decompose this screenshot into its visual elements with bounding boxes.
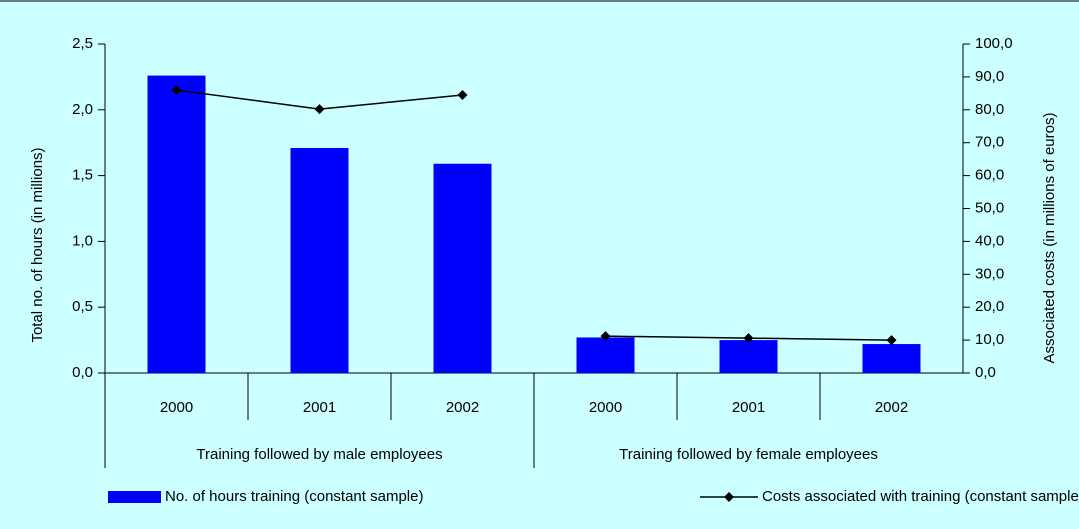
y-tick-label: 1,5: [72, 167, 93, 184]
y2-tick-label: 90,0: [975, 68, 1004, 85]
legend-label: Costs associated with training (constant…: [762, 488, 1079, 505]
bar: [290, 147, 349, 373]
y2-tick-label: 80,0: [975, 101, 1004, 118]
bar: [433, 163, 492, 373]
bar: [576, 337, 635, 373]
line-marker: [314, 104, 325, 115]
y2-axis-title: Associated costs (in millions of euros): [1041, 113, 1058, 364]
line-marker: [743, 333, 754, 344]
bar: [719, 340, 778, 373]
y2-tick-label: 30,0: [975, 265, 1004, 282]
line-marker: [457, 89, 468, 100]
legend-marker: [724, 492, 734, 502]
y-tick-label: 2,0: [72, 101, 93, 118]
x-tick-label: 2002: [446, 399, 479, 416]
y2-tick-label: 0,0: [975, 364, 996, 381]
x-tick-label: 2001: [732, 399, 765, 416]
y2-tick-label: 100,0: [975, 35, 1013, 52]
y2-tick-label: 20,0: [975, 298, 1004, 315]
line-marker: [886, 335, 897, 346]
y2-tick-label: 50,0: [975, 199, 1004, 216]
bar: [147, 75, 206, 374]
y-tick-label: 1,0: [72, 232, 93, 249]
x-tick-label: 2001: [303, 399, 336, 416]
legend-swatch: [108, 491, 161, 503]
bar: [862, 344, 921, 373]
y-axis-title: Total no. of hours (in millions): [29, 147, 46, 342]
y2-tick-label: 40,0: [975, 232, 1004, 249]
y-tick-label: 0,0: [72, 364, 93, 381]
legend-label: No. of hours training (constant sample): [165, 488, 423, 505]
line-marker: [600, 331, 611, 342]
group-label: Training followed by female employees: [619, 446, 878, 463]
line-marker: [171, 85, 182, 96]
y2-tick-label: 70,0: [975, 134, 1004, 151]
x-tick-label: 2000: [160, 399, 193, 416]
y-tick-label: 0,5: [72, 298, 93, 315]
y2-tick-label: 60,0: [975, 167, 1004, 184]
group-label: Training followed by male employees: [196, 446, 442, 463]
y-tick-label: 2,5: [72, 35, 93, 52]
y2-tick-label: 10,0: [975, 331, 1004, 348]
x-tick-label: 2002: [875, 399, 908, 416]
x-tick-label: 2000: [589, 399, 622, 416]
